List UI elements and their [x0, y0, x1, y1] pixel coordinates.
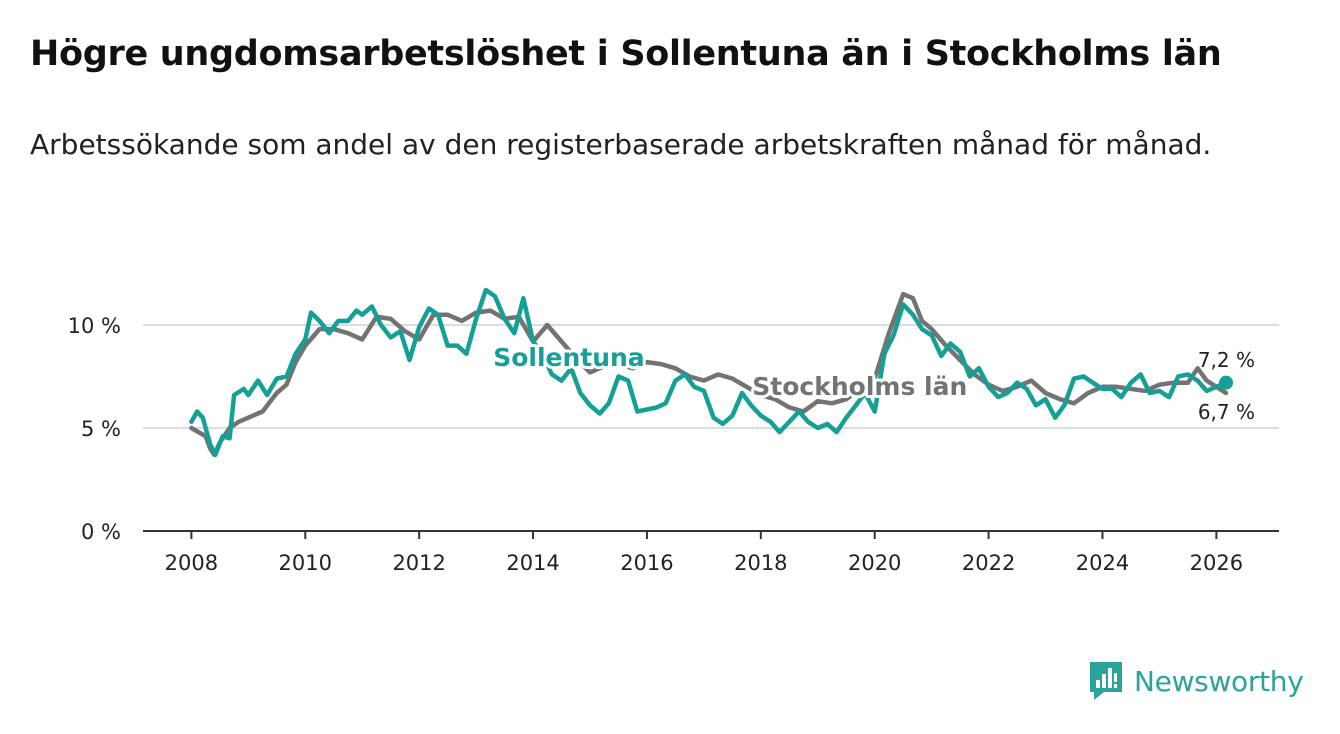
x-tick-label: 2012	[392, 551, 445, 575]
x-tick-label: 2022	[962, 551, 1015, 575]
x-tick-label: 2020	[848, 551, 901, 575]
brand-name: Newsworthy	[1134, 664, 1304, 698]
x-tick-label: 2010	[279, 551, 332, 575]
x-tick-label: 2014	[506, 551, 559, 575]
chart-title: Högre ungdomsarbetslöshet i Sollentuna ä…	[30, 34, 1222, 74]
chart-subtitle: Arbetssökande som andel av den registerb…	[30, 128, 1212, 161]
series-line-sollentuna	[189, 287, 1229, 458]
newsworthy-logo-icon	[1090, 662, 1122, 700]
y-tick-label: 0 %	[81, 520, 121, 544]
newsworthy-logo: Newsworthy	[1088, 660, 1304, 702]
line-chart: 0 % 5 % 10 % 2008 2010 2012 2014 2016 2018 2020 20…	[68, 287, 1279, 575]
series-label-sollentuna: Sollentuna	[493, 343, 645, 372]
x-tick-label: 2026	[1190, 551, 1243, 575]
end-value-label: 7,2 %	[1198, 348, 1255, 372]
x-tick-label: 2016	[620, 551, 673, 575]
series-end-marker	[1219, 375, 1234, 390]
x-tick-label: 2008	[165, 551, 218, 575]
series-line-stockholms-län	[189, 291, 1229, 458]
end-value-label: 6,7 %	[1198, 400, 1255, 424]
y-tick-label: 5 %	[81, 417, 121, 441]
x-tick-label: 2024	[1076, 551, 1129, 575]
series-label-stockholms-län: Stockholms län	[752, 372, 967, 401]
y-tick-label: 10 %	[68, 314, 121, 338]
x-tick-label: 2018	[734, 551, 787, 575]
